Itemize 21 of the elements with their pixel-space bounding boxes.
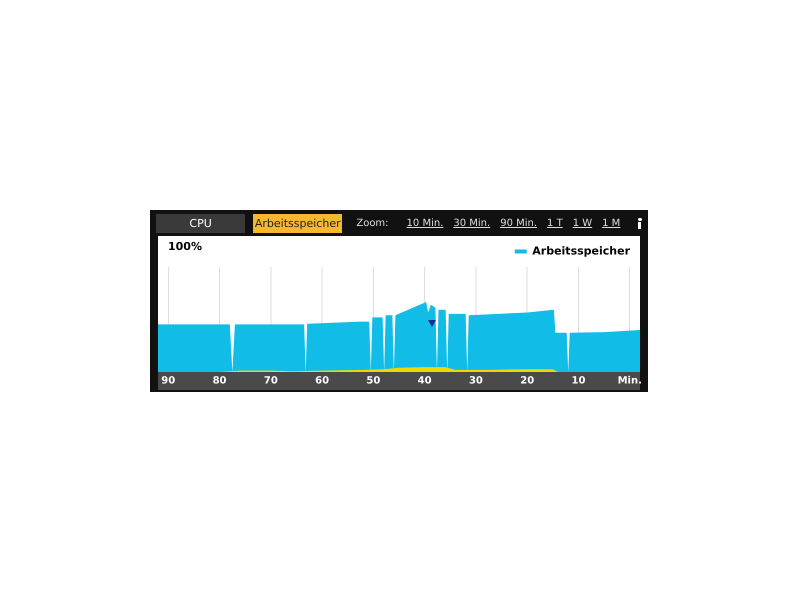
x-tick-label: 20 (520, 376, 534, 387)
x-tick-label: 90 (161, 376, 176, 387)
text: 30 Min. (453, 218, 490, 228)
text: 90 Min. (500, 218, 538, 228)
text: 10 Min. (406, 218, 444, 228)
text: Arbeitsspeicher (253, 214, 342, 232)
text: 1 W (572, 218, 592, 228)
x-tick-label: 30 (468, 376, 483, 387)
x-tick-label: 70 (264, 376, 278, 387)
text: 1 M (602, 218, 620, 228)
x-tick-label: 40 (418, 376, 432, 387)
text: 100% (168, 240, 202, 253)
x-tick-label: 10 (572, 376, 586, 387)
legend-label: Arbeitsspeicher (532, 244, 631, 258)
x-tick-label: 80 (212, 376, 227, 387)
text: CPU (156, 214, 246, 232)
x-tick-label: Min. (618, 376, 642, 387)
text: 1 T (547, 218, 563, 228)
x-tick-label: 60 (315, 376, 330, 387)
x-tick-label: 50 (366, 376, 380, 387)
text: Zoom: (356, 218, 389, 228)
